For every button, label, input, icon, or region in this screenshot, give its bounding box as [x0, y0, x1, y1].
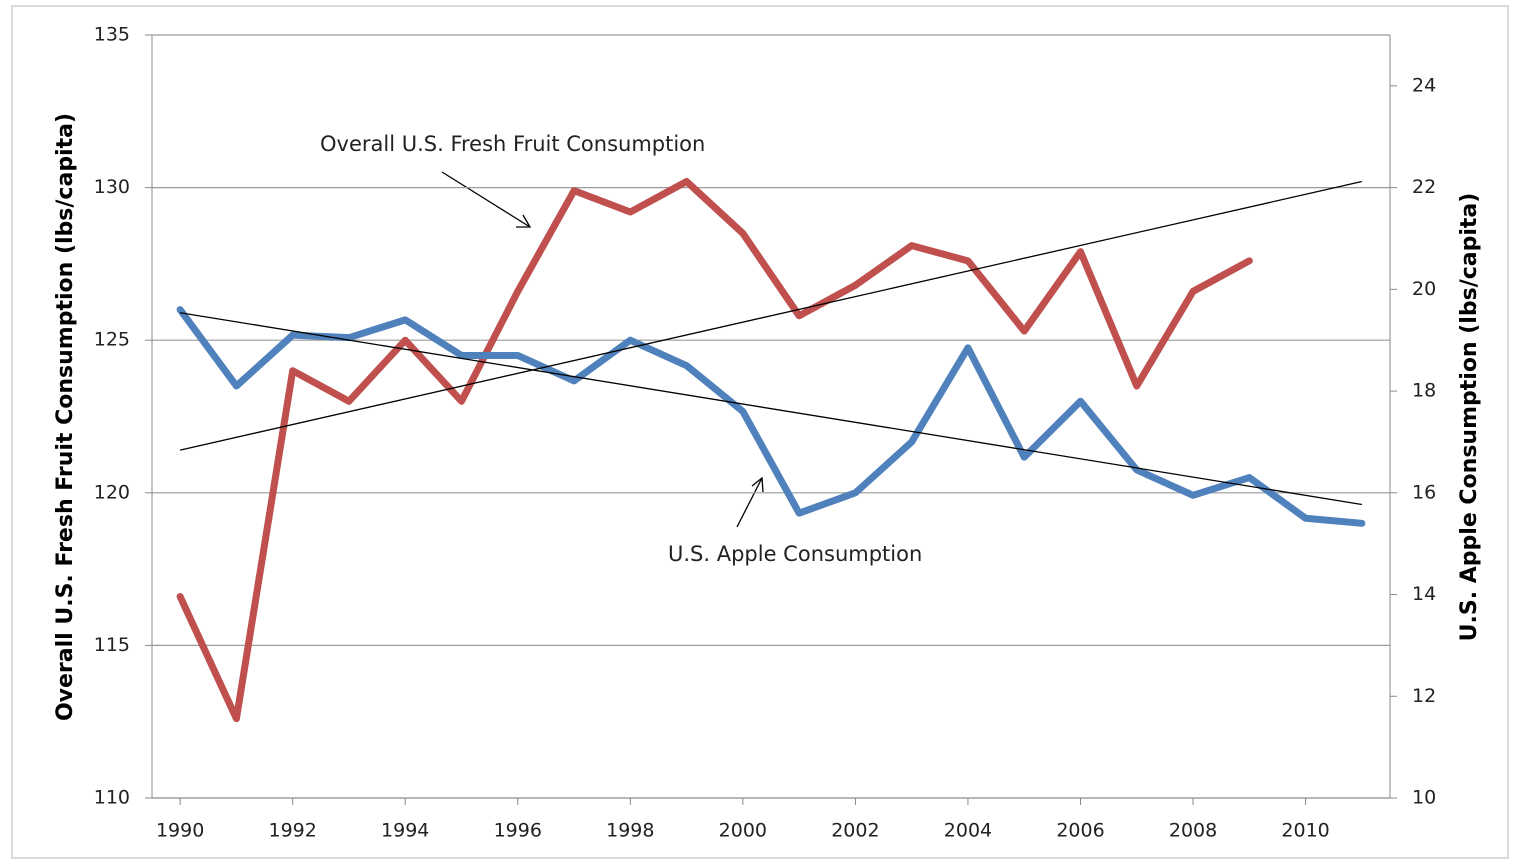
y2-tick-label: 22: [1412, 176, 1436, 198]
x-tick-label: 2004: [944, 820, 992, 842]
arrow: [736, 477, 763, 528]
series-line: [176, 177, 1253, 723]
y-tick-label: 115: [94, 634, 130, 656]
y2-tick-label: 10: [1412, 787, 1436, 809]
arrow-head: [516, 214, 532, 228]
x-tick-label: 1990: [156, 820, 204, 842]
x-tick-label: 2010: [1281, 820, 1329, 842]
y2-tick-label: 18: [1412, 380, 1436, 402]
x-tick-label: 2006: [1056, 820, 1104, 842]
y-axis-label: Overall U.S. Fresh Fruit Consumption (lb…: [53, 113, 78, 721]
x-tick-label: 2000: [719, 820, 767, 842]
series-line: [176, 306, 1366, 527]
annotation-arrows: [441, 171, 764, 528]
x-tick-label: 1996: [494, 820, 542, 842]
y-tick-label: 135: [94, 24, 130, 46]
y2-tick-label: 20: [1412, 278, 1436, 300]
y-tick-label: 120: [94, 481, 130, 503]
x-tick-label: 1998: [606, 820, 654, 842]
y-tick-label: 125: [94, 329, 130, 351]
arrow: [441, 171, 531, 228]
y-tick-label: 130: [94, 176, 130, 198]
x-tick-label: 1994: [381, 820, 429, 842]
x-tick-label: 1992: [269, 820, 317, 842]
trendline: [179, 180, 1363, 451]
trendline: [180, 312, 1362, 506]
y2-tick-label: 12: [1412, 685, 1436, 707]
annotation: U.S. Apple Consumption: [668, 542, 922, 566]
arrow-head: [751, 476, 764, 493]
y-tick-label: 110: [94, 787, 130, 809]
chart-frame: [11, 5, 1509, 859]
x-tick-label: 2002: [831, 820, 879, 842]
y2-tick-label: 14: [1412, 583, 1436, 605]
y2-tick-label: 16: [1412, 481, 1436, 503]
x-tick-label: 2008: [1169, 820, 1217, 842]
y2-axis-label: U.S. Apple Consumption (lbs/capita): [1457, 193, 1482, 642]
annotation: Overall U.S. Fresh Fruit Consumption: [320, 132, 705, 156]
y2-tick-label: 24: [1412, 74, 1436, 96]
